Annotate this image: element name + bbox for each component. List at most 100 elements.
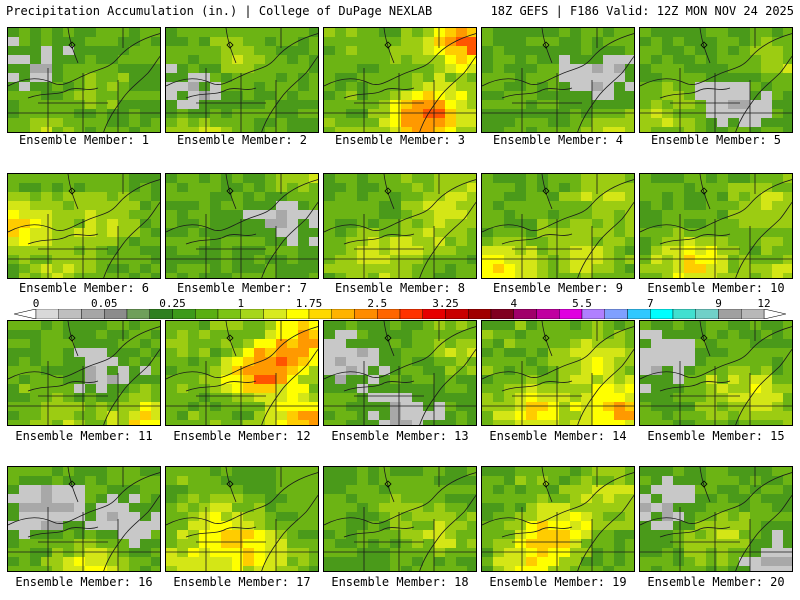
precip-cell — [515, 321, 527, 331]
precip-map-10 — [640, 174, 792, 278]
precip-cell — [412, 91, 424, 101]
precip-cell — [684, 192, 696, 202]
precip-cell — [614, 237, 626, 247]
precip-cell — [706, 118, 718, 128]
precip-cell — [772, 566, 784, 571]
precip-cell — [640, 127, 652, 132]
precip-cell — [8, 237, 20, 247]
precip-cell — [434, 201, 446, 211]
colorbar-swatch — [695, 309, 719, 319]
precip-cell — [390, 339, 402, 349]
precip-cell — [232, 255, 244, 265]
precip-cell — [695, 357, 707, 367]
precip-cell — [651, 548, 663, 558]
precip-cell — [783, 82, 792, 92]
precip-cell — [614, 393, 626, 403]
precip-cell — [243, 485, 255, 495]
precip-cell — [728, 237, 740, 247]
precip-cell — [548, 183, 560, 193]
precip-cell — [493, 228, 505, 238]
precip-cell — [493, 201, 505, 211]
precip-cell — [309, 411, 318, 421]
precip-cell — [41, 246, 53, 256]
precip-cell — [684, 37, 696, 47]
precip-cell — [118, 82, 130, 92]
precip-cell — [188, 246, 200, 256]
precip-cell — [548, 82, 560, 92]
precip-cell — [298, 375, 310, 385]
precip-cell — [625, 210, 634, 220]
precip-cell — [368, 64, 380, 74]
precip-cell — [401, 210, 413, 220]
precip-cell — [335, 82, 347, 92]
precip-cell — [493, 384, 505, 394]
precip-cell — [526, 357, 538, 367]
precip-cell — [210, 264, 222, 274]
precip-cell — [625, 548, 634, 558]
precip-cell — [254, 37, 266, 47]
precip-cell — [129, 366, 141, 376]
precip-cell — [324, 476, 336, 486]
precip-cell — [107, 348, 119, 358]
precip-cell — [199, 73, 211, 83]
precip-cell — [19, 402, 31, 412]
precip-cell — [357, 91, 369, 101]
precip-cell — [728, 476, 740, 486]
precip-cell — [493, 91, 505, 101]
precip-cell — [96, 246, 108, 256]
precip-cell — [30, 210, 42, 220]
precip-cell — [717, 393, 729, 403]
precip-cell — [515, 37, 527, 47]
precip-cell — [445, 183, 457, 193]
precip-cell — [166, 73, 178, 83]
precip-cell — [662, 210, 674, 220]
precip-cell — [41, 118, 53, 128]
precip-cell — [559, 521, 571, 531]
precip-cell — [504, 192, 516, 202]
precip-cell — [368, 246, 380, 256]
precip-cell — [30, 393, 42, 403]
precip-cell — [107, 246, 119, 256]
precip-cell — [324, 109, 336, 119]
precip-cell — [515, 375, 527, 385]
precip-cell — [493, 348, 505, 358]
precip-cell — [309, 210, 318, 220]
precip-cell — [504, 37, 516, 47]
precip-cell — [559, 210, 571, 220]
precip-cell — [368, 73, 380, 83]
precip-cell — [243, 557, 255, 567]
precip-cell — [673, 348, 685, 358]
precip-cell — [357, 548, 369, 558]
precip-cell — [603, 548, 615, 558]
precip-cell — [243, 512, 255, 522]
precip-cell — [570, 264, 582, 274]
precip-cell — [445, 73, 457, 83]
precip-cell — [783, 548, 792, 558]
precip-cell — [559, 530, 571, 540]
precip-cell — [30, 557, 42, 567]
precip-cell — [651, 393, 663, 403]
precip-cell — [434, 246, 446, 256]
precip-cell — [614, 109, 626, 119]
precip-cell — [379, 91, 391, 101]
precip-cell — [548, 420, 560, 425]
precip-cell — [276, 557, 288, 567]
precip-cell — [63, 91, 75, 101]
precip-cell — [357, 183, 369, 193]
map-boundary-line — [501, 380, 573, 392]
precip-cell — [548, 512, 560, 522]
precip-cell — [276, 219, 288, 229]
precip-cell — [19, 174, 31, 184]
precip-cell — [379, 357, 391, 367]
precip-cell — [423, 485, 435, 495]
precip-cell — [254, 411, 266, 421]
precip-cell — [41, 46, 53, 56]
precip-cell — [706, 530, 718, 540]
precip-cell — [379, 109, 391, 119]
precip-cell — [548, 402, 560, 412]
precip-cell — [761, 485, 773, 495]
precip-cell — [298, 348, 310, 358]
precip-cell — [614, 174, 626, 184]
precip-cell — [357, 485, 369, 495]
precip-cell — [445, 109, 457, 119]
